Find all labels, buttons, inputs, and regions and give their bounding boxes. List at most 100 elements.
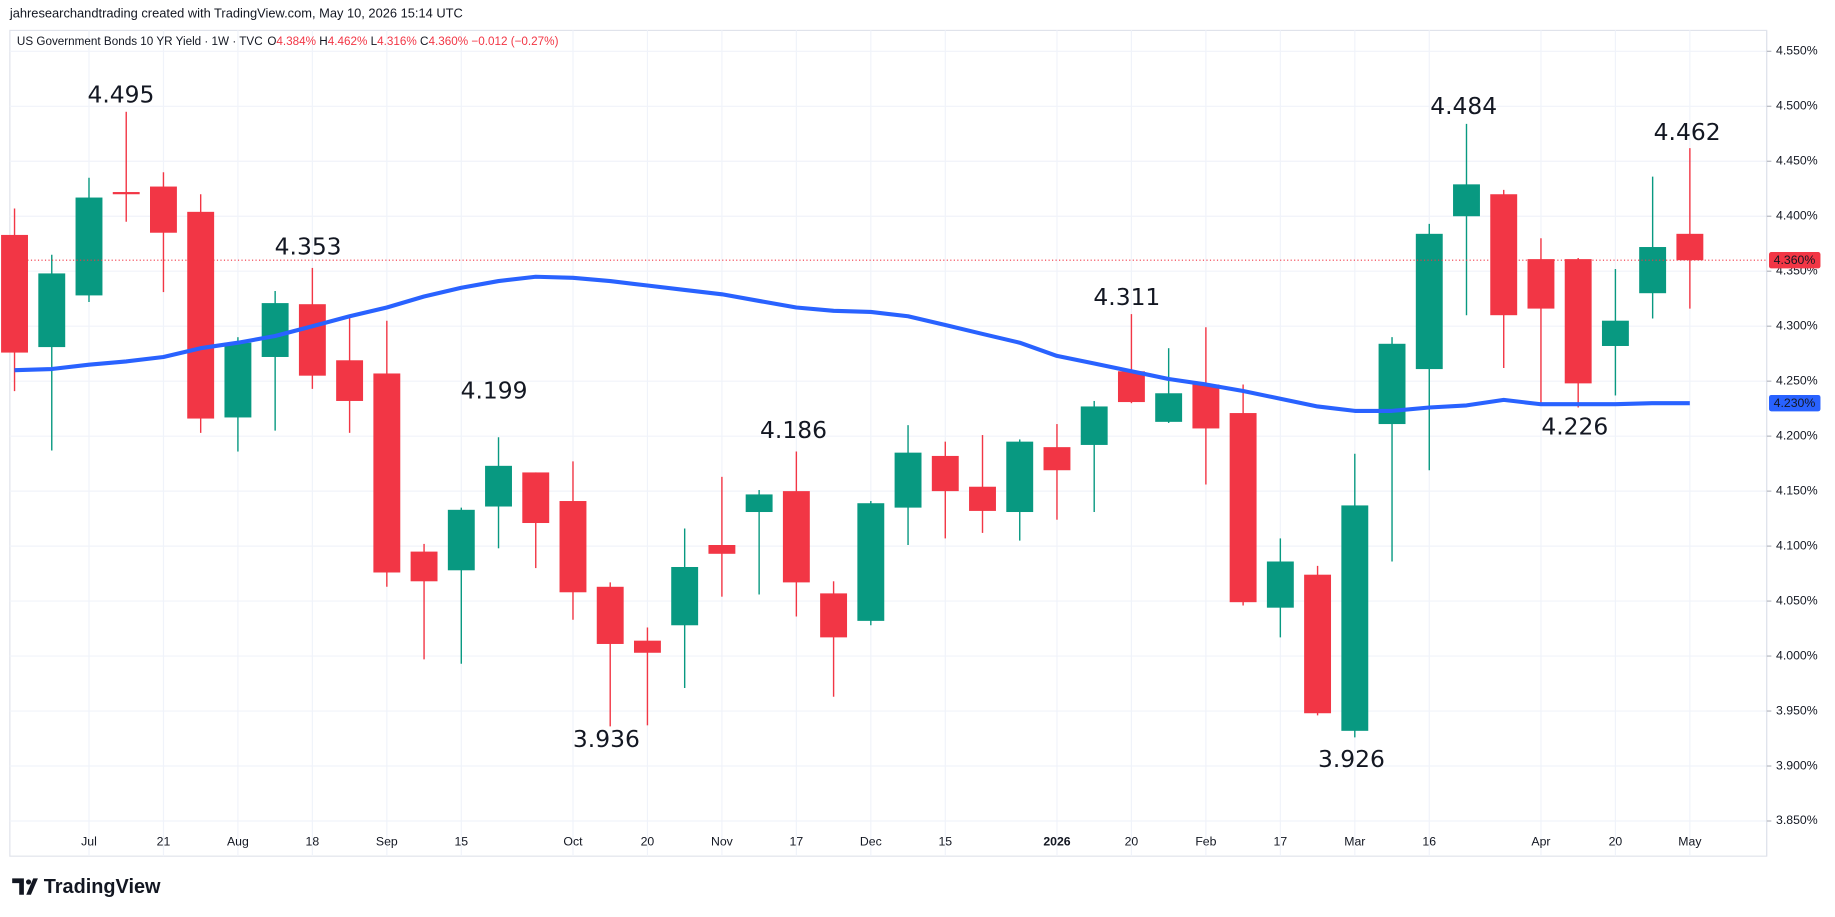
candle-body [1043, 447, 1071, 471]
annotation: 4.484 [1430, 92, 1497, 120]
x-tick-label: 20 [1609, 834, 1623, 848]
x-tick-label: 20 [1125, 834, 1139, 848]
y-tick-label: 3.850% [1776, 813, 1818, 827]
candle-body [894, 452, 922, 508]
x-tick-label: 16 [1422, 834, 1436, 848]
x-tick-label: Feb [1195, 834, 1216, 848]
annotation: 4.199 [461, 376, 528, 404]
footer: TradingView [44, 876, 161, 898]
x-tick-label: Aug [227, 834, 249, 848]
y-tick-label: 4.400% [1776, 208, 1818, 222]
x-tick-label: Sep [376, 834, 398, 848]
candle-body [559, 501, 587, 593]
y-tick-label: 4.250% [1776, 373, 1818, 387]
logo-icon [12, 878, 38, 895]
candle-body [969, 486, 996, 511]
annotation: 4.226 [1541, 413, 1608, 441]
candle-body [1117, 371, 1145, 403]
legend-key: L [371, 35, 378, 48]
annotation: 4.462 [1654, 118, 1721, 146]
candle-body [485, 465, 512, 507]
candle-body [187, 211, 215, 419]
candle-body [931, 455, 959, 492]
legend-values: O4.384% H4.462% L4.316% C4.360% −0.012 (… [267, 35, 558, 48]
legend-key: H [319, 35, 327, 48]
x-tick-label: 17 [790, 834, 804, 848]
x-tick-label: Jul [81, 834, 97, 848]
candle-body [1564, 259, 1592, 384]
x-tick-label: 21 [157, 834, 171, 848]
x-tick-label: 15 [454, 834, 468, 848]
candle-body [1676, 233, 1704, 261]
candle-body [261, 303, 289, 357]
candle-body [410, 551, 438, 582]
candle-body [38, 273, 66, 348]
y-tick-label: 3.950% [1776, 703, 1818, 717]
annotation: 3.936 [573, 725, 640, 753]
candle-body [820, 593, 848, 638]
y-tick-label: 4.000% [1776, 648, 1818, 662]
y-tick-label: 4.300% [1776, 318, 1818, 332]
legend-open: 4.384% [276, 35, 316, 48]
candle-body [336, 360, 364, 401]
x-tick-label: 2026 [1043, 834, 1070, 848]
x-tick-label: Oct [563, 834, 583, 848]
candle-body [447, 509, 475, 571]
candle-body [745, 494, 773, 513]
last-price-label: 4.360% [1774, 253, 1816, 267]
candle-body [1080, 406, 1108, 445]
x-tick-label: 15 [938, 834, 952, 848]
moving-average-line [14, 274, 1690, 413]
legend-key: O [267, 35, 276, 48]
candle-body [1304, 574, 1332, 714]
ma-price-label: 4.230% [1774, 396, 1816, 410]
candle-body [1155, 393, 1183, 422]
y-tick-label: 4.050% [1776, 593, 1818, 607]
logo-dot [25, 879, 32, 885]
annotation: 4.186 [760, 416, 827, 444]
last-price-box [1769, 252, 1821, 269]
candle-body [1341, 505, 1369, 731]
header: jahresearchandtrading created with Tradi… [9, 5, 463, 20]
candle-body [671, 566, 699, 626]
candle-body [1, 234, 28, 353]
x-tick-label: Dec [860, 834, 882, 848]
x-tick-label: May [1678, 834, 1702, 848]
annotation: 3.926 [1318, 745, 1385, 773]
labels: 3.850% 3.900% 3.950% 4.000% 4.050% 4.100% 4.15… [81, 44, 1821, 848]
candle-body [1453, 184, 1480, 217]
x-tick-label: 20 [641, 834, 655, 848]
legend-title: US Government Bonds 10 YR Yield · 1W · T… [17, 35, 263, 48]
x-tick-label: 17 [1274, 834, 1288, 848]
candle-body [596, 586, 624, 644]
candle-body [782, 491, 810, 583]
x-tick-label: Nov [711, 834, 734, 848]
candle-body [1527, 259, 1555, 309]
y-tick-label: 4.100% [1776, 538, 1818, 552]
annotation: 4.353 [275, 232, 342, 260]
candle-body [224, 342, 252, 418]
candle-body [1192, 384, 1220, 429]
logo: TradingView [12, 876, 161, 898]
candle-body [75, 197, 103, 296]
candle-body [112, 192, 140, 195]
annotation: 4.311 [1093, 283, 1160, 311]
legend-change: −0.012 (−0.27%) [471, 35, 558, 48]
legend-close: 4.360% [429, 35, 469, 48]
y-tick-label: 4.200% [1776, 428, 1818, 442]
candle-body [1490, 194, 1518, 316]
y-tick-label: 3.900% [1776, 758, 1818, 772]
x-tick-label: Apr [1531, 834, 1550, 848]
candle-body [522, 472, 550, 524]
candle-body [373, 373, 401, 573]
legend-key: C [420, 35, 428, 48]
annotation: 4.495 [88, 80, 155, 108]
candle-body [298, 304, 326, 376]
y-tick-label: 4.150% [1776, 483, 1818, 497]
y-tick-label: 4.450% [1776, 154, 1818, 168]
legend-high: 4.462% [328, 35, 368, 48]
candle-body [1006, 441, 1034, 513]
candle-body [1601, 320, 1629, 346]
